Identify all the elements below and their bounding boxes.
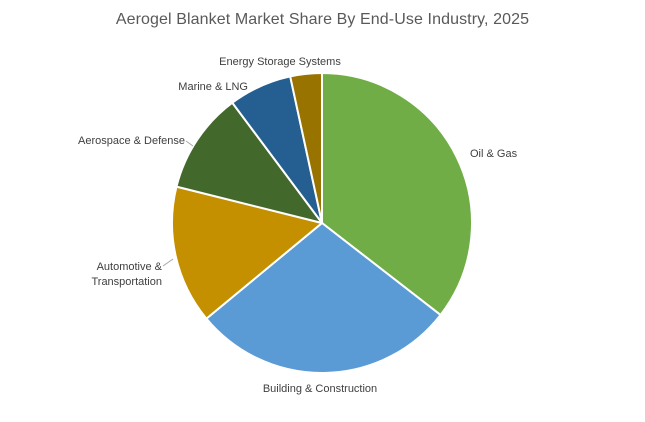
slice-label-oil-and-gas: Oil & Gas (470, 148, 518, 160)
slice-label-building-and-construction: Building & Construction (263, 383, 377, 395)
pie-slice-building-and-construction (205, 222, 442, 374)
pie-slices (171, 72, 473, 374)
pie-slice-automotive-and-transportation (171, 185, 323, 320)
pie-slice-oil-and-gas (321, 72, 473, 316)
slice-label-energy-storage-systems: Energy Storage Systems (219, 56, 341, 68)
slice-labels: Oil & Gas Building & Construction Automoti… (78, 56, 518, 395)
leader-lines (162, 140, 194, 267)
slice-label-automotive-and-transportation: Automotive & Transportation (91, 261, 162, 288)
chart-title: Aerogel Blanket Market Share By End-Use … (115, 11, 530, 28)
pie-slice-energy-storage-systems (289, 72, 323, 224)
leader-line-automotive-and-transportation (162, 258, 174, 267)
slice-label-aerospace-and-defense: Aerospace & Defense (78, 135, 185, 147)
pie-slice-aerospace-and-defense (175, 101, 323, 224)
leader-line-aerospace-and-defense (185, 140, 194, 147)
slice-label-marine-and-lng: Marine & LNG (178, 81, 248, 93)
